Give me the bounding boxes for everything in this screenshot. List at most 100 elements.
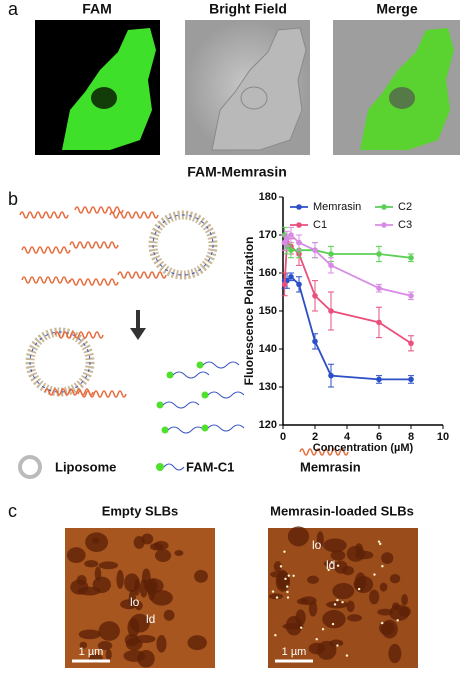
y-tick-label: 180	[259, 191, 277, 203]
x-tick-label: 10	[437, 431, 449, 443]
y-tick-label: 130	[259, 381, 277, 393]
domain	[323, 538, 347, 553]
data-point	[296, 281, 302, 288]
x-tick-label: 6	[376, 431, 382, 443]
helix	[19, 211, 69, 219]
domain	[341, 565, 355, 576]
data-point	[312, 247, 318, 253]
x-axis-title: Concentration (µM)	[313, 442, 414, 454]
phase-label: lo	[130, 595, 140, 609]
domain	[105, 649, 112, 661]
x-tick-label: 2	[312, 431, 318, 443]
domain	[137, 649, 155, 668]
domain	[316, 531, 324, 548]
particle	[336, 564, 340, 567]
legend-marker	[381, 204, 387, 210]
domain	[92, 576, 112, 593]
domain	[116, 569, 124, 589]
helix	[117, 271, 167, 279]
domain	[389, 574, 401, 584]
domain	[78, 629, 101, 640]
particle	[327, 568, 330, 572]
particle	[321, 627, 325, 631]
particle	[315, 638, 318, 641]
domain	[94, 566, 102, 581]
particle	[331, 622, 335, 626]
domain	[84, 560, 99, 568]
fam-dye	[201, 391, 209, 399]
particle	[271, 590, 275, 593]
domain	[150, 590, 173, 606]
phase-label: ld	[146, 612, 155, 626]
domain	[322, 610, 346, 629]
particle	[292, 574, 295, 577]
domain	[401, 594, 408, 606]
particle	[341, 601, 344, 604]
domain	[270, 570, 288, 578]
phase-label: ld	[326, 558, 335, 572]
fam-dye	[156, 401, 164, 409]
fam-image	[35, 20, 160, 155]
x-tick-label: 0	[280, 431, 286, 443]
domain	[369, 589, 380, 605]
domain	[329, 639, 344, 647]
data-point	[288, 232, 294, 238]
domain	[326, 600, 349, 609]
legend-label: C3	[398, 219, 412, 231]
domain	[120, 599, 139, 610]
domain	[76, 575, 87, 586]
domain	[332, 583, 355, 600]
helix	[109, 211, 159, 219]
particle	[381, 621, 384, 625]
legend-text: FAM-C1	[186, 459, 234, 474]
particle	[274, 634, 277, 637]
y-tick-label: 150	[259, 305, 277, 317]
particle	[330, 561, 333, 564]
y-tick-label: 170	[259, 229, 277, 241]
x-tick-label: 8	[408, 431, 414, 443]
domain	[285, 616, 303, 636]
series-line	[283, 240, 412, 345]
y-tick-label: 160	[259, 267, 277, 279]
domain	[129, 613, 150, 633]
bright-field-image	[185, 20, 310, 155]
data-point	[288, 247, 294, 253]
data-point	[328, 262, 334, 269]
domain	[139, 578, 148, 598]
domain	[98, 621, 120, 641]
peptide	[207, 424, 245, 432]
domain	[388, 643, 402, 664]
fam-dye	[166, 371, 174, 379]
y-axis-title: Fluorescence Polarization	[242, 237, 256, 386]
domain	[330, 550, 346, 561]
image-title: Empty SLBs	[102, 503, 179, 518]
domain	[174, 549, 184, 556]
data-point	[312, 293, 318, 299]
scale-label: 1 µm	[79, 646, 104, 658]
peptide	[172, 371, 210, 379]
particle	[396, 619, 399, 622]
particle	[373, 573, 376, 576]
domain	[307, 575, 319, 584]
helix	[21, 246, 71, 254]
peptide	[207, 391, 245, 399]
domain	[66, 547, 86, 564]
domain	[323, 560, 337, 567]
panel-label: c	[8, 501, 17, 521]
phase-label: lo	[312, 538, 322, 552]
particle	[283, 550, 286, 553]
domain	[381, 619, 398, 639]
domain	[134, 634, 156, 644]
domain	[377, 608, 394, 616]
panel-label: a	[8, 0, 19, 19]
legend-text: Liposome	[55, 459, 116, 474]
data-point	[376, 285, 382, 292]
data-point	[328, 251, 334, 257]
merge-image	[333, 20, 460, 155]
data-point	[296, 239, 302, 246]
legend-label: C2	[398, 201, 412, 213]
legend-text: Memrasin	[300, 459, 361, 474]
data-point	[281, 281, 288, 288]
fam-icon	[163, 463, 185, 471]
